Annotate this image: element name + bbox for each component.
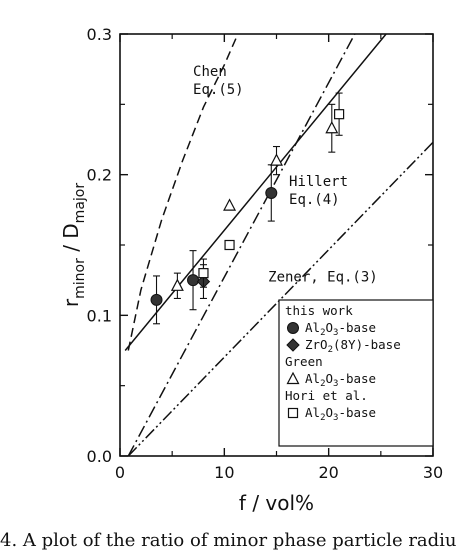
this-work-al2o3-point [187, 274, 200, 287]
legend-group-title: Hori et al. [285, 388, 368, 403]
hori-al2o3-point [198, 268, 209, 279]
legend-label-part: Al [305, 405, 320, 420]
hori-al2o3-point [334, 109, 345, 120]
green-al2o3-point [223, 198, 237, 211]
legend-marker-square [287, 407, 299, 419]
legend-marker-diamond [286, 338, 300, 352]
legend-label-part: -base [338, 405, 376, 420]
legend-label-part: 3 [333, 413, 338, 423]
hori-al2o3-point [224, 239, 235, 251]
legend-item-label: ZrO2(8Y)-base [305, 337, 401, 355]
hillert-label-line: Hillert [289, 174, 348, 190]
hillert-curve [127, 34, 356, 456]
x-tick-label: 30 [423, 463, 443, 482]
fit-line [124, 34, 387, 351]
green-al2o3-point [270, 153, 283, 166]
y-label-d: / D [59, 223, 83, 258]
legend-label-part: O [325, 371, 333, 386]
this-work-al2o3-point [265, 186, 278, 199]
y-tick-label: 0.0 [87, 447, 112, 466]
legend-item-label: Al2O3-base [305, 371, 376, 389]
legend-label-part: ZrO [305, 337, 328, 352]
legend-marker-circle [287, 322, 299, 334]
legend-label-part: O [325, 320, 333, 335]
legend-label-part: 3 [333, 379, 338, 389]
chen-label-line: Chen [193, 64, 227, 80]
figure-caption: 4. A plot of the ratio of minor phase pa… [0, 530, 457, 551]
x-tick-label: 0 [115, 463, 125, 482]
legend-label-part: -base [338, 371, 376, 386]
legend-item-label: Al2O3-base [305, 405, 376, 423]
y-tick-label: 0.2 [87, 166, 112, 185]
green-al2o3-point [170, 278, 184, 291]
x-tick-label: 10 [214, 463, 234, 482]
y-label-sub-major: major [72, 183, 88, 224]
hillert-label-line: Eq.(4) [289, 192, 340, 208]
y-label-r: r [59, 298, 83, 307]
legend-label-part: O [325, 405, 333, 420]
legend-label-part: 2 [320, 379, 325, 389]
this-work-al2o3-point [150, 293, 163, 306]
y-axis-label: rminor / Dmajor [59, 183, 88, 308]
x-axis-label: f / vol% [239, 491, 314, 515]
chen-label-line: Eq.(5) [193, 82, 244, 98]
legend-label-part: Al [305, 320, 320, 335]
legend-label-part: -base [338, 320, 376, 335]
zener-label-line: Zener, Eq.(3) [268, 270, 378, 286]
green-al2o3-point [325, 120, 339, 134]
y-tick-label: 0.3 [87, 25, 112, 44]
legend-group-title: Green [285, 354, 323, 369]
y-tick-label: 0.1 [87, 306, 112, 325]
chart-area: 0 10 20 30 0.0 0.1 0.2 0.3 f / vol% rminor / Dmaj… [59, 25, 443, 515]
curves-group [124, 34, 433, 456]
y-label-sub-minor: minor [72, 258, 88, 299]
legend-label-part: (8Y)-base [333, 337, 401, 352]
legend-label-part: 3 [333, 328, 338, 338]
legend-box [278, 299, 434, 447]
legend-label-part: 2 [320, 328, 325, 338]
legend-group-title: this work [285, 303, 353, 318]
legend-item-label: Al2O3-base [305, 320, 376, 338]
chen-curve [127, 34, 239, 351]
x-tick-label: 20 [318, 463, 338, 482]
legend-label-part: 2 [328, 345, 333, 355]
legend-marker-triangle [286, 371, 300, 385]
legend-label-part: Al [305, 371, 320, 386]
legend-label-part: 2 [320, 413, 325, 423]
